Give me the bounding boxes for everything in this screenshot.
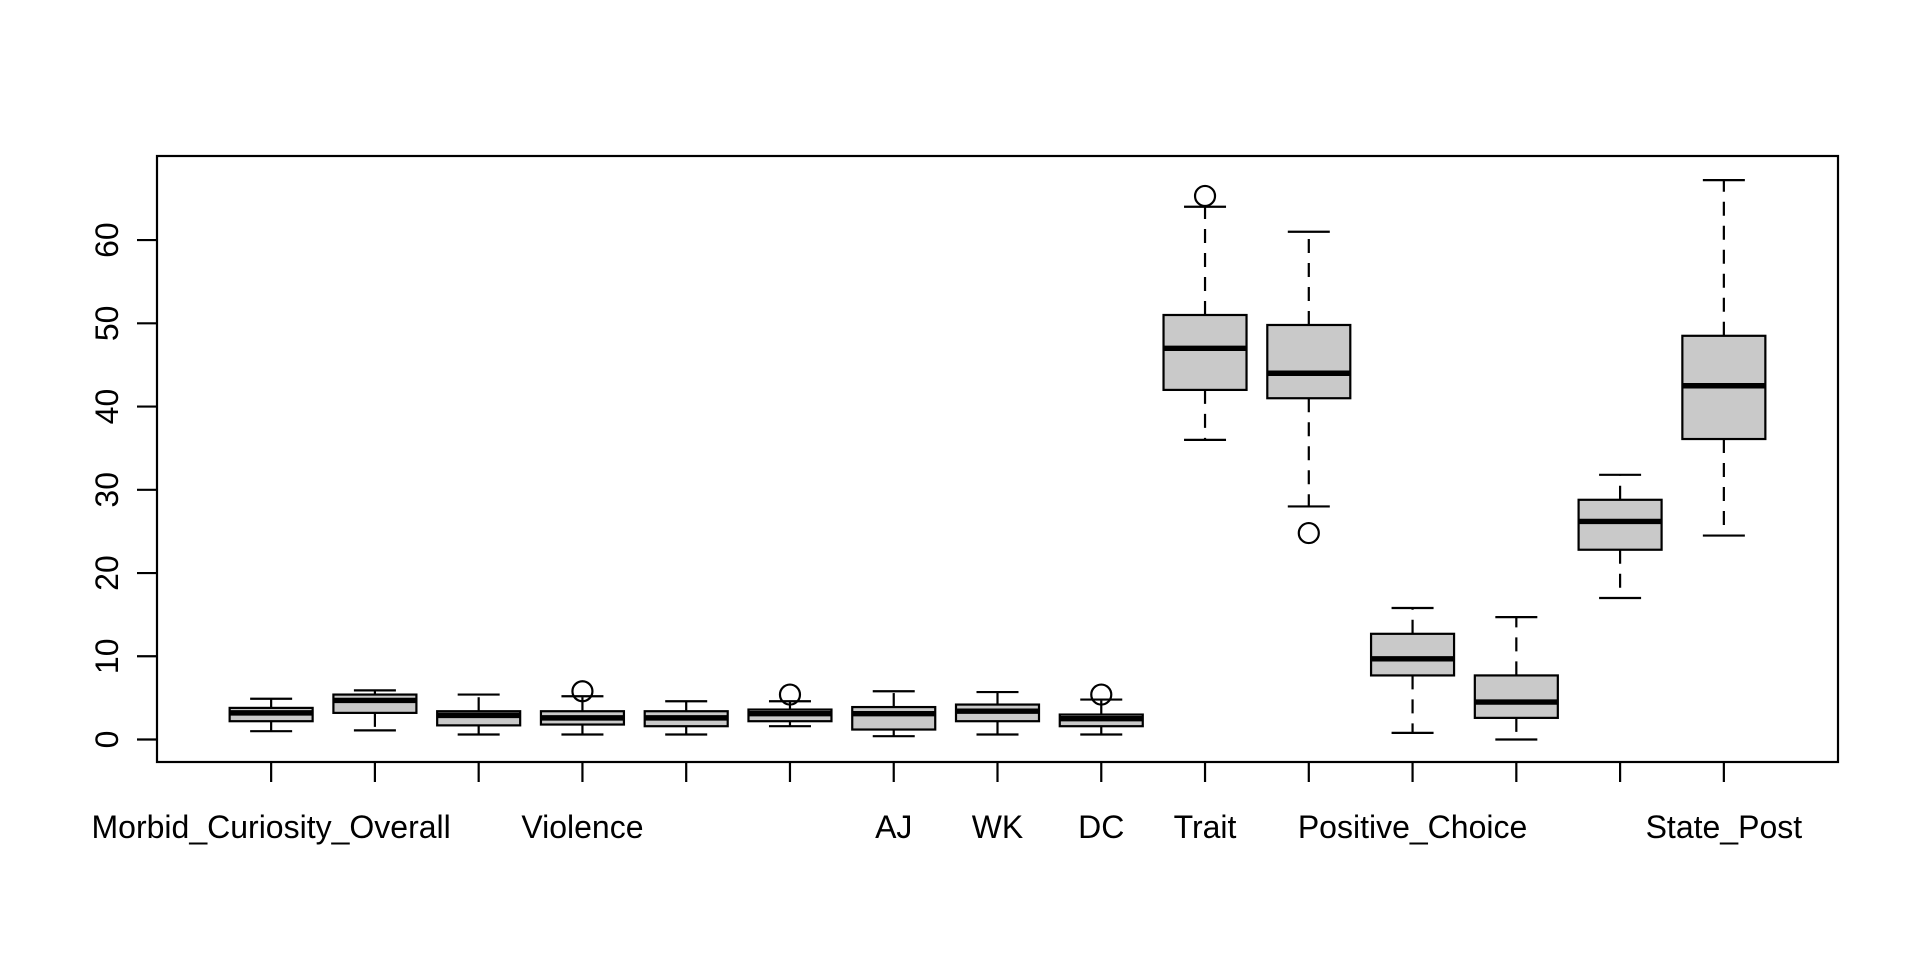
x-axis-label-state_post: State_Post [1646, 809, 1803, 845]
y-tick-label: 50 [89, 306, 125, 342]
x-axis-label-violence: Violence [521, 809, 643, 845]
x-axis-label-positive_choice: Positive_Choice [1298, 809, 1527, 845]
box-rect-14 [1577, 498, 1663, 551]
y-tick-label: 0 [89, 731, 125, 749]
box-rect-13 [1473, 674, 1559, 719]
x-axis-label-dc: DC [1078, 809, 1124, 845]
y-tick-label: 30 [89, 472, 125, 508]
x-axis-label-morbid_curiosity_overall: Morbid_Curiosity_Overall [92, 809, 451, 845]
box-rect-11 [1266, 323, 1352, 400]
y-tick-label: 60 [89, 222, 125, 258]
y-tick-label: 10 [89, 638, 125, 674]
box-rect-10 [1162, 313, 1248, 392]
box-rect-2 [332, 693, 418, 714]
outlier-point-4 [571, 680, 594, 703]
box-rect-12 [1369, 632, 1456, 677]
x-axis-label-trait: Trait [1174, 809, 1237, 845]
x-axis-label-aj: AJ [875, 809, 912, 845]
outlier-point-9 [1090, 683, 1113, 706]
x-axis-label-wk: WK [972, 809, 1024, 845]
y-tick-label: 40 [89, 389, 125, 425]
outlier-point-6 [778, 683, 802, 706]
box-rect-7 [851, 705, 937, 731]
outlier-point-10 [1193, 184, 1217, 208]
y-tick-label: 20 [89, 555, 125, 591]
outlier-point-11 [1297, 521, 1320, 545]
